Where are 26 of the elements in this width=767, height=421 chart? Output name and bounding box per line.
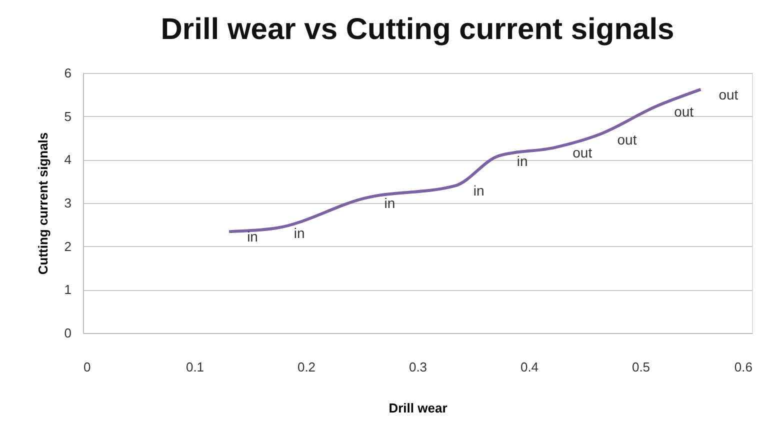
annotation: out bbox=[718, 86, 738, 102]
x-tick-label: 0.1 bbox=[186, 360, 204, 374]
annotation: out bbox=[572, 144, 592, 161]
x-tick-label: 0.5 bbox=[632, 360, 650, 374]
annotation: in bbox=[247, 228, 258, 245]
annotation: out bbox=[674, 103, 694, 120]
annotation: in bbox=[516, 152, 528, 169]
annotation: in bbox=[384, 194, 396, 211]
y-tick-label: 1 bbox=[64, 282, 72, 298]
y-tick-label: 6 bbox=[64, 66, 72, 80]
y-tick-label: 5 bbox=[64, 108, 72, 124]
chart-title: Drill wear vs Cutting current signals bbox=[160, 13, 674, 46]
annotation: in bbox=[473, 182, 484, 199]
x-tick-label: 0.4 bbox=[520, 360, 539, 374]
y-axis-title: Cutting current signals bbox=[35, 132, 50, 275]
x-tick-label: 0.2 bbox=[297, 360, 316, 374]
y-tick-label: 3 bbox=[64, 196, 72, 210]
x-tick-label: 0.6 bbox=[734, 360, 752, 374]
y-tick-label: 2 bbox=[64, 238, 72, 254]
x-tick-label: 0.3 bbox=[408, 360, 428, 374]
x-axis-title: Drill wear bbox=[388, 400, 448, 416]
y-tick-label: 4 bbox=[64, 152, 72, 168]
y-tick-label: 0 bbox=[64, 326, 72, 340]
annotation: out bbox=[617, 132, 637, 148]
x-tick-label: 0 bbox=[84, 360, 91, 374]
annotation: in bbox=[294, 225, 305, 242]
